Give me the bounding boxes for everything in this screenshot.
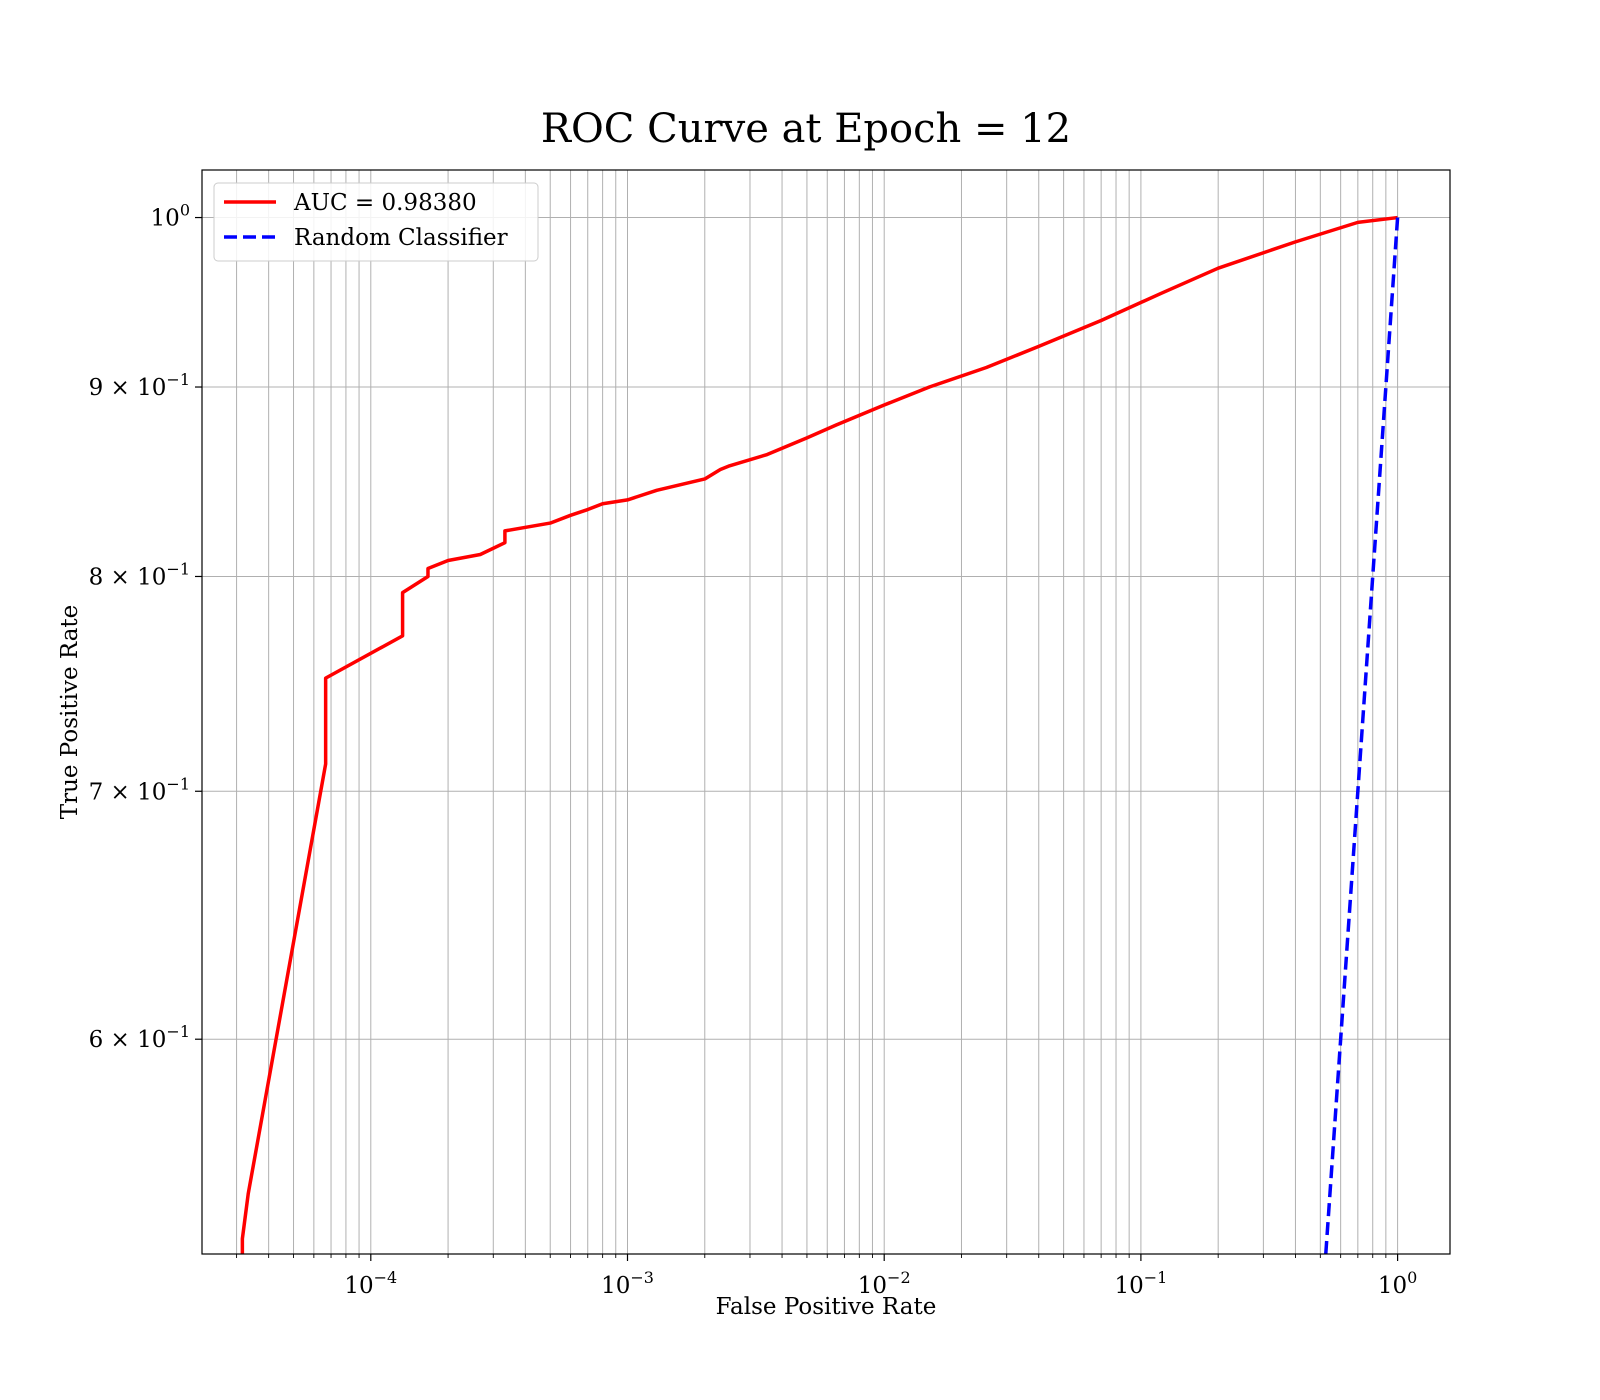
series-layer <box>240 215 1400 1254</box>
y-tick-label: 100 <box>151 201 190 232</box>
legend-box <box>213 182 539 262</box>
chart-title: ROC Curve at Epoch = 12 <box>541 106 1071 152</box>
x-tick-label: 10−1 <box>1114 1268 1167 1299</box>
grid-lines <box>202 170 1450 1254</box>
legend: AUC = 0.98380 Random Classifier <box>213 182 539 262</box>
roc-curve-line <box>240 215 1398 1254</box>
y-axis-label: True Positive Rate <box>57 605 83 820</box>
x-tick-label: 10−2 <box>858 1268 911 1299</box>
y-tick-label: 7 × 10−1 <box>89 774 190 805</box>
legend-label-random: Random Classifier <box>294 225 508 251</box>
x-axis-ticks: 10−4 10−3 10−2 10−1 100 <box>236 1254 1417 1299</box>
random-classifier-line <box>1324 217 1400 1254</box>
x-tick-label: 10−3 <box>601 1268 654 1299</box>
y-tick-label: 9 × 10−1 <box>89 370 190 401</box>
y-tick-label: 8 × 10−1 <box>89 559 190 590</box>
x-tick-label: 10−4 <box>344 1268 397 1299</box>
x-axis-label: False Positive Rate <box>716 1294 937 1320</box>
y-tick-label: 6 × 10−1 <box>89 1022 190 1053</box>
y-axis-ticks: 6 × 10−1 7 × 10−1 8 × 10−1 9 × 10−1 100 <box>89 201 202 1053</box>
x-tick-label: 100 <box>1378 1268 1417 1299</box>
legend-label-auc: AUC = 0.98380 <box>293 190 477 216</box>
plot-frame <box>201 169 1451 1255</box>
